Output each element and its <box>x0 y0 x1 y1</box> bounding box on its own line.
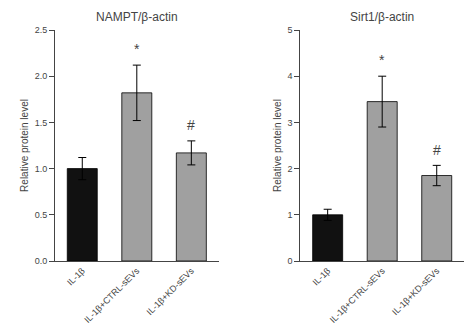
svg-text:1: 1 <box>288 210 293 220</box>
svg-text:1.0: 1.0 <box>35 164 48 174</box>
svg-text:NAMPT/β-actin: NAMPT/β-actin <box>96 10 178 24</box>
svg-text:Relative protein level: Relative protein level <box>19 99 30 192</box>
svg-text:Relative protein level: Relative protein level <box>272 99 283 192</box>
svg-text:0.5: 0.5 <box>35 210 48 220</box>
svg-text:2.0: 2.0 <box>35 71 48 81</box>
svg-text:4: 4 <box>288 71 293 81</box>
svg-text:IL-1β+CTRL-sEVs: IL-1β+CTRL-sEVs <box>82 265 141 324</box>
svg-text:IL-1β+CTRL-sEVs: IL-1β+CTRL-sEVs <box>328 265 387 324</box>
svg-text:0: 0 <box>288 256 293 266</box>
svg-text:1.5: 1.5 <box>35 118 48 128</box>
svg-text:IL-1β: IL-1β <box>311 266 333 288</box>
svg-text:Sirt1/β-actin: Sirt1/β-actin <box>350 10 414 24</box>
svg-text:IL-1β+KD-sEVs: IL-1β+KD-sEVs <box>145 265 197 317</box>
svg-text:*: * <box>379 52 385 68</box>
svg-text:3: 3 <box>288 118 293 128</box>
svg-text:#: # <box>433 142 441 158</box>
svg-text:IL-1β: IL-1β <box>65 266 87 288</box>
svg-text:2: 2 <box>288 164 293 174</box>
svg-text:0.0: 0.0 <box>35 256 48 266</box>
svg-text:5: 5 <box>288 25 293 35</box>
svg-text:IL-1β+KD-sEVs: IL-1β+KD-sEVs <box>390 265 442 317</box>
svg-text:2.5: 2.5 <box>35 25 48 35</box>
svg-text:#: # <box>187 117 195 133</box>
svg-text:*: * <box>134 41 140 57</box>
